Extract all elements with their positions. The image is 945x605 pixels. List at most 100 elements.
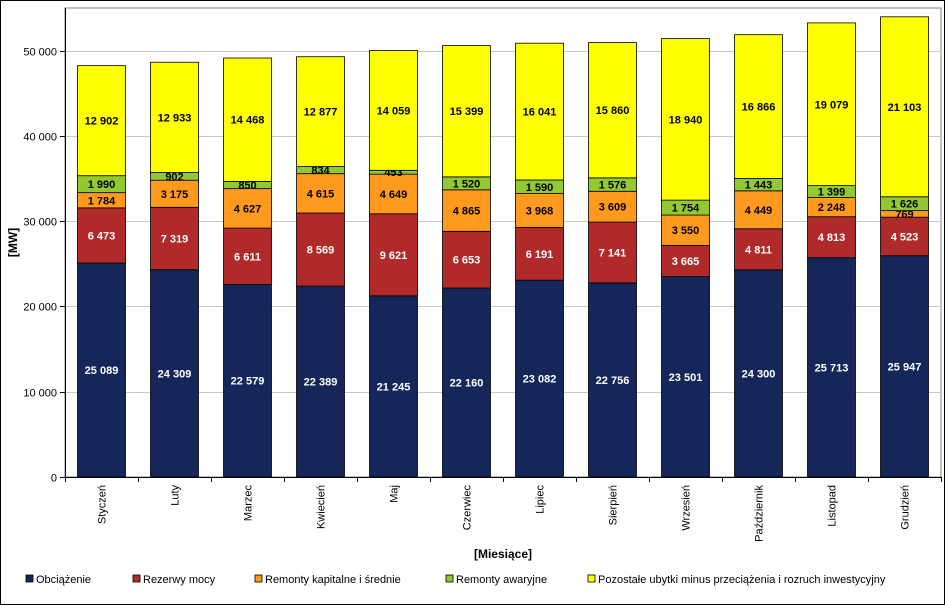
legend-label: Pozostałe ubytki minus przeciążenia i ro… <box>598 574 886 586</box>
data-label: 18 940 <box>669 114 703 126</box>
data-label: 1 990 <box>88 179 116 191</box>
bar-segment <box>296 212 345 287</box>
data-label: 3 550 <box>672 225 700 237</box>
legend-label: Rezerwy mocy <box>143 574 216 586</box>
bar-segment <box>77 207 126 264</box>
data-label: 8 569 <box>307 245 335 257</box>
y-tick-label: 20 000 <box>23 302 57 314</box>
x-tick-label: Październik <box>754 485 766 542</box>
bar-segment <box>77 65 126 177</box>
bar-segment <box>369 50 418 171</box>
data-label: 3 609 <box>599 202 627 214</box>
x-tick-label: Sierpień <box>608 485 620 525</box>
legend-swatch <box>254 574 263 583</box>
bar-segment <box>807 216 856 259</box>
data-label: 15 860 <box>596 105 630 117</box>
data-label: 1 784 <box>88 195 116 207</box>
data-label: 9 621 <box>380 250 408 262</box>
bar-segment <box>150 269 199 478</box>
data-label: 902 <box>165 171 183 183</box>
data-label: 12 902 <box>85 116 119 128</box>
data-label: 4 615 <box>307 188 335 200</box>
bar-segment <box>515 279 564 478</box>
data-label: 6 473 <box>88 230 116 242</box>
legend-swatch <box>587 574 596 583</box>
data-label: 4 811 <box>745 244 772 256</box>
data-label: 24 309 <box>158 368 192 380</box>
data-label: 21 103 <box>888 102 922 114</box>
x-tick-label: Listopad <box>827 485 839 527</box>
x-tick-label: Maj <box>389 485 401 503</box>
data-label: 22 160 <box>450 378 484 390</box>
data-label: 15 399 <box>450 106 484 118</box>
data-label: 7 141 <box>599 248 627 260</box>
bar-segment <box>369 173 418 215</box>
data-label: 25 947 <box>888 361 922 373</box>
bar-segment <box>369 295 418 478</box>
x-tick-label: Luty <box>170 485 182 506</box>
bar-segment <box>734 228 783 271</box>
bar-segment <box>661 276 710 478</box>
data-label: 6 191 <box>526 249 554 261</box>
data-label: 4 523 <box>891 231 919 243</box>
bar-segment <box>296 56 345 167</box>
data-label: 25 089 <box>85 365 119 377</box>
y-tick-label: 10 000 <box>23 388 57 400</box>
data-label: 1 754 <box>672 203 700 215</box>
bar-segment <box>223 227 272 285</box>
bar-segment <box>588 42 637 179</box>
bar-segment <box>515 193 564 228</box>
bar-segment <box>296 285 345 478</box>
bar-segment <box>880 16 929 198</box>
bar-segment <box>807 22 856 186</box>
legend-swatch <box>445 574 454 583</box>
bar-segment <box>77 262 126 478</box>
data-label: 834 <box>311 165 330 177</box>
bar-segment <box>734 190 783 230</box>
data-label: 1 399 <box>818 187 846 199</box>
data-label: 850 <box>238 180 256 192</box>
data-label: 12 933 <box>158 112 192 124</box>
bar-segment <box>880 216 929 257</box>
bar-segment <box>223 57 272 182</box>
data-label: 14 468 <box>231 115 265 127</box>
y-tick-label: 40 000 <box>23 132 57 144</box>
bar-segment <box>150 206 199 271</box>
legend-label: Remonty kapitalne i średnie <box>265 574 401 586</box>
data-label: 4 627 <box>234 203 262 215</box>
bar-segment <box>442 287 491 478</box>
bar-segment <box>588 221 637 284</box>
data-label: 1 576 <box>599 180 627 192</box>
data-label: 22 389 <box>304 377 338 389</box>
y-tick-label: 50 000 <box>23 47 57 59</box>
bar-segment <box>442 230 491 289</box>
data-label: 1 626 <box>891 199 919 211</box>
bar-segment <box>734 269 783 478</box>
legend-swatch <box>25 574 34 583</box>
y-tick-label: 30 000 <box>23 217 57 229</box>
data-label: 23 082 <box>523 374 557 386</box>
data-label: 1 520 <box>453 178 481 190</box>
data-label: 2 248 <box>818 202 846 214</box>
bar-segment <box>807 257 856 478</box>
data-label: 1 443 <box>745 180 773 192</box>
data-label: 21 245 <box>377 381 411 393</box>
x-tick-label: Czerwiec <box>462 485 474 531</box>
bar-segment <box>442 45 491 178</box>
y-axis-title: [MW] <box>6 228 20 257</box>
data-label: 1 590 <box>526 182 554 194</box>
x-tick-label: Lipiec <box>535 485 547 514</box>
data-label: 3 175 <box>161 189 189 201</box>
bar-segment <box>150 61 199 173</box>
data-label: 4 813 <box>818 232 846 244</box>
bar-segment <box>150 179 199 208</box>
data-label: 4 449 <box>745 205 773 217</box>
data-label: 769 <box>895 209 913 221</box>
data-label: 4 865 <box>453 206 481 218</box>
x-tick-label: Wrzesień <box>681 485 693 531</box>
x-axis-title: [Miesiące] <box>474 547 532 561</box>
data-label: 16 866 <box>742 102 776 114</box>
data-label: 19 079 <box>815 99 849 111</box>
y-tick-label: 0 <box>51 473 57 485</box>
